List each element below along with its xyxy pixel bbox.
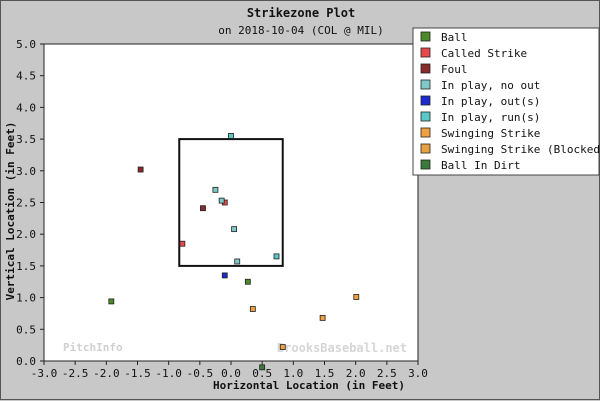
pitch-point [249, 306, 256, 312]
pitch-point [279, 344, 286, 350]
pitch-point [244, 278, 251, 285]
x-axis-label: Horizontal Location (in Feet) [213, 379, 405, 392]
pitch-point [212, 186, 219, 193]
legend-swatch [420, 111, 431, 122]
y-tick-label: 4.5 [16, 70, 36, 83]
x-tick-label: -2.0 [93, 367, 120, 380]
pitch-point [353, 294, 360, 300]
pitch-point [218, 197, 225, 204]
legend-label: Ball [441, 31, 468, 44]
pitch-point [259, 364, 266, 371]
legend-label: Foul [441, 63, 468, 76]
y-tick-label: 4.0 [16, 101, 36, 114]
x-tick-label: 0.0 [221, 367, 241, 380]
legend-swatch [420, 95, 431, 106]
legend-swatch [420, 79, 431, 90]
y-tick-label: 0.0 [16, 355, 36, 368]
y-tick-label: 1.0 [16, 292, 36, 305]
chart-subtitle: on 2018-10-04 (COL @ MIL) [218, 24, 384, 37]
legend-swatch [420, 31, 431, 42]
pitch-point [234, 258, 241, 265]
legend-swatch [420, 159, 431, 170]
pitch-point [200, 205, 206, 212]
watermark-brooksbaseball: BrooksBaseball.net [277, 341, 407, 355]
legend-swatch [420, 63, 431, 74]
x-tick-label: 3.0 [408, 367, 428, 380]
legend-label: In play, run(s) [441, 111, 540, 124]
legend-swatch [420, 127, 431, 138]
pitch-point [108, 298, 115, 305]
legend: Ball Called Strike Foul In play, no out In p… [412, 27, 600, 176]
pitch-point [228, 133, 234, 139]
legend-label: Ball In Dirt [441, 159, 520, 172]
legend-swatch [420, 47, 431, 58]
legend-label: Swinging Strike (Blocked) [441, 143, 600, 156]
y-tick-label: 3.5 [16, 133, 36, 146]
strike-zone-box [178, 138, 284, 267]
pitch-point [273, 253, 280, 260]
legend-box [412, 27, 600, 176]
chart-title: Strikezone Plot [247, 6, 355, 20]
x-tick-label: -1.0 [155, 367, 182, 380]
plot-area [43, 43, 419, 362]
x-tick-label: -3.0 [31, 367, 58, 380]
legend-label: In play, out(s) [441, 95, 540, 108]
legend-label: Called Strike [441, 47, 527, 60]
pitch-point [231, 226, 238, 233]
x-tick-label: 2.5 [377, 367, 397, 380]
legend-label: Swinging Strike [441, 127, 540, 140]
x-tick-label: -1.5 [124, 367, 151, 380]
y-axis-label: Vertical Location (in Feet) [4, 122, 17, 301]
y-tick-label: 2.5 [16, 197, 36, 210]
watermark-pitchinfo: PitchInfo [63, 341, 123, 354]
y-tick-label: 1.5 [16, 260, 36, 273]
y-tick-label: 5.0 [16, 38, 36, 51]
legend-label: In play, no out [441, 79, 540, 92]
x-tick-label: 0.5 [252, 367, 272, 380]
y-tick-label: 2.0 [16, 228, 36, 241]
pitch-point [221, 272, 228, 279]
x-tick-label: 1.0 [283, 367, 303, 380]
legend-swatch [420, 143, 431, 154]
y-tick-label: 3.0 [16, 165, 36, 178]
x-tick-label: 2.0 [346, 367, 366, 380]
pitch-point [319, 314, 326, 321]
pitch-point [137, 166, 144, 173]
x-tick-label: 1.5 [315, 367, 335, 380]
pitch-point [179, 240, 186, 247]
x-tick-label: -0.5 [187, 367, 214, 380]
x-tick-label: -2.5 [62, 367, 89, 380]
y-tick-label: 0.5 [16, 323, 36, 336]
